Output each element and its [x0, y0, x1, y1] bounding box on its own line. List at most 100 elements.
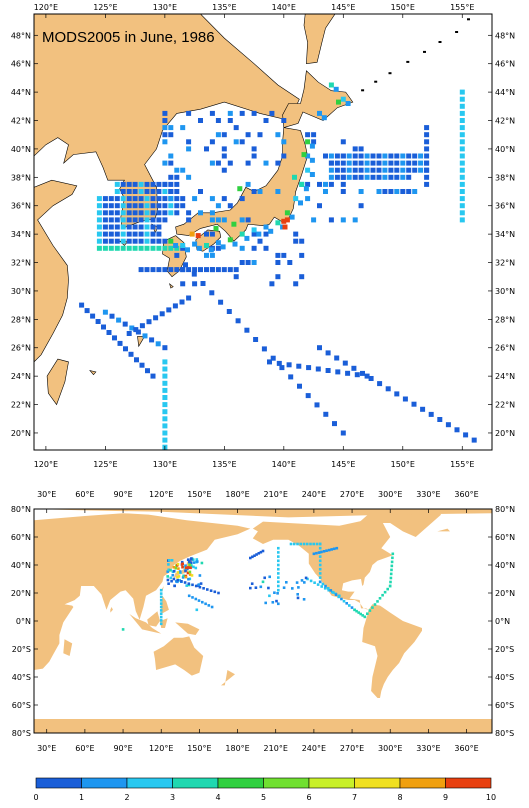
obs-cell: [276, 592, 279, 595]
obs-cell: [253, 554, 256, 557]
obs-cell: [172, 569, 176, 573]
obs-cell: [162, 373, 168, 379]
obs-cell: [108, 224, 114, 230]
obs-cell: [171, 573, 175, 577]
obs-cell: [156, 267, 162, 273]
obs-cell: [126, 224, 132, 230]
obs-cell: [352, 146, 358, 152]
obs-cell: [346, 167, 352, 173]
lat-label-left: 24°N: [11, 372, 31, 381]
lon-label-top: 150°E: [187, 490, 211, 499]
obs-cell: [388, 160, 394, 166]
obs-cell: [323, 411, 329, 417]
lon-label-bottom: 145°E: [331, 460, 355, 469]
obs-cell: [360, 370, 365, 376]
obs-cell: [459, 118, 465, 123]
obs-cell: [162, 423, 168, 429]
obs-cell: [305, 139, 311, 145]
obs-cell: [174, 167, 180, 173]
obs-cell: [309, 143, 315, 149]
obs-cell: [400, 174, 406, 180]
obs-cell: [198, 210, 203, 216]
obs-cell: [257, 238, 263, 244]
colorbar-label: 6: [306, 793, 311, 802]
obs-cell: [305, 132, 311, 138]
obs-cell: [394, 189, 400, 194]
madagascar: [63, 639, 73, 656]
obs-cell: [221, 132, 227, 138]
obs-cell: [190, 574, 194, 577]
obs-cell: [199, 582, 203, 585]
obs-cell: [251, 260, 257, 265]
obs-cell: [198, 267, 203, 273]
obs-cell: [383, 590, 387, 594]
hokkaido: [282, 70, 354, 128]
obs-cell: [209, 110, 215, 116]
obs-cell: [132, 196, 138, 202]
obs-cell: [358, 189, 364, 194]
obs-cell: [459, 181, 465, 187]
lon-label-bottom: 210°E: [264, 744, 288, 753]
obs-cell: [144, 224, 150, 230]
borneo: [147, 611, 160, 627]
obs-cell: [155, 341, 161, 347]
obs-cell: [289, 542, 293, 546]
obs-cell: [112, 335, 117, 341]
obs-cell: [204, 146, 209, 152]
obs-cell: [128, 351, 134, 357]
obs-cell: [150, 189, 156, 194]
obs-cell: [192, 196, 198, 202]
iceland: [437, 528, 450, 532]
obs-cell: [284, 217, 290, 223]
obs-cell: [215, 217, 221, 223]
obs-cell: [133, 327, 139, 333]
obs-cell: [192, 281, 198, 287]
obs-cell: [153, 315, 159, 321]
obs-cell: [156, 245, 162, 251]
obs-cell: [394, 174, 400, 180]
arctic: [34, 509, 492, 518]
obs-cell: [350, 606, 354, 609]
obs-cell: [244, 327, 250, 333]
lon-label-bottom: 150°E: [391, 460, 415, 469]
obs-cell: [295, 581, 299, 584]
lat-label-right: 28°N: [495, 315, 515, 324]
obs-cell: [159, 612, 163, 615]
obs-cell: [184, 569, 187, 573]
obs-cell: [376, 153, 382, 159]
obs-cell: [358, 153, 364, 159]
obs-cell: [209, 267, 215, 273]
lon-label-top: 270°E: [340, 490, 364, 499]
obs-cell: [79, 302, 85, 308]
obs-cell: [285, 581, 288, 584]
obs-cell: [251, 146, 257, 152]
obs-cell: [126, 217, 132, 223]
obs-cell: [348, 604, 351, 607]
obs-cell: [376, 174, 382, 180]
obs-cell: [196, 245, 202, 251]
obs-cell: [108, 238, 114, 244]
obs-cell: [156, 181, 162, 187]
obs-cell: [320, 585, 323, 588]
obs-cell: [186, 571, 190, 575]
obs-cell: [306, 577, 309, 581]
obs-cell: [162, 139, 168, 145]
obs-cell: [188, 570, 192, 574]
obs-cell: [287, 260, 293, 265]
sakhalin: [303, 14, 336, 65]
obs-cell: [132, 238, 138, 244]
lat-label-left: 30°N: [11, 287, 31, 296]
small-island: [89, 369, 97, 376]
obs-cell: [126, 331, 132, 336]
obs-cell: [96, 245, 102, 251]
obs-cell: [174, 181, 180, 187]
lat-label-right: 38°N: [495, 173, 515, 182]
obs-cell: [132, 217, 138, 223]
obs-cell: [251, 227, 257, 233]
obs-cell: [139, 323, 145, 329]
baltic: [41, 534, 50, 543]
obs-cell: [174, 210, 180, 216]
obs-cell: [263, 576, 266, 580]
obs-cell: [144, 217, 150, 223]
greenland: [358, 509, 442, 537]
